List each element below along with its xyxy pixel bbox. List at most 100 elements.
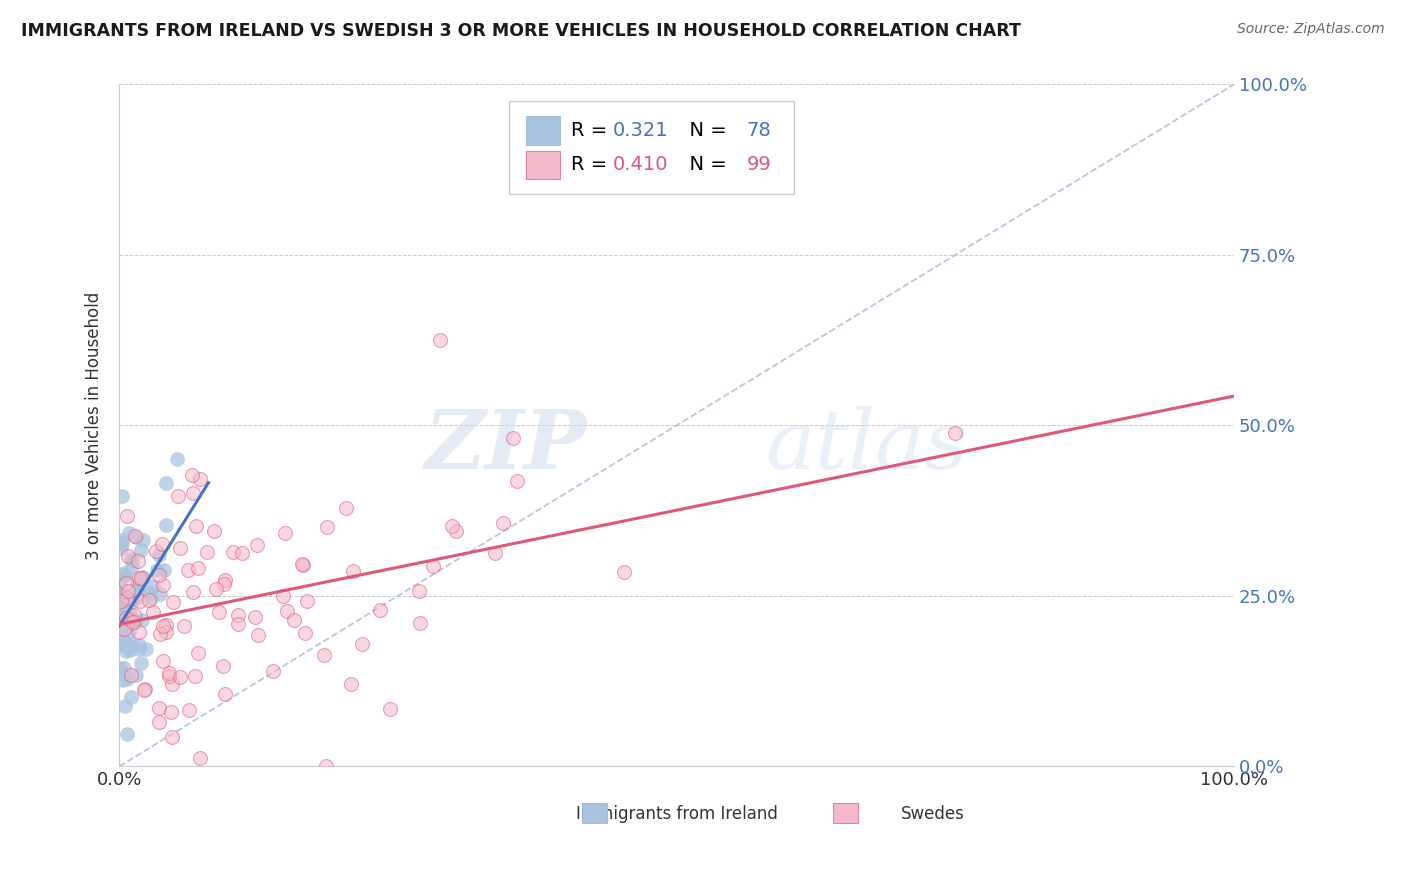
Point	[110, 593, 132, 607]
Point	[312, 648, 335, 662]
Point	[169, 541, 191, 555]
Point	[124, 614, 146, 628]
Point	[148, 701, 170, 715]
Point	[145, 543, 167, 558]
Point	[212, 658, 235, 673]
Point	[112, 661, 135, 675]
Point	[484, 546, 506, 560]
Point	[108, 632, 131, 647]
Point	[134, 681, 156, 696]
Text: N =: N =	[676, 155, 733, 175]
Point	[110, 622, 132, 636]
Point	[160, 677, 183, 691]
Point	[283, 613, 305, 627]
Text: R =: R =	[571, 121, 613, 140]
Point	[339, 677, 361, 691]
Point	[115, 727, 138, 741]
Point	[118, 639, 141, 653]
Point	[121, 559, 143, 574]
Point	[315, 520, 337, 534]
Point	[121, 554, 143, 568]
Point	[246, 628, 269, 642]
Point	[408, 584, 430, 599]
Point	[231, 546, 253, 560]
FancyBboxPatch shape	[526, 117, 560, 145]
Text: Source: ZipAtlas.com: Source: ZipAtlas.com	[1237, 22, 1385, 37]
Point	[114, 568, 136, 582]
Text: 0.410: 0.410	[613, 155, 668, 175]
Point	[121, 668, 143, 682]
Point	[422, 559, 444, 574]
Text: IMMIGRANTS FROM IRELAND VS SWEDISH 3 OR MORE VEHICLES IN HOUSEHOLD CORRELATION C: IMMIGRANTS FROM IRELAND VS SWEDISH 3 OR …	[21, 22, 1021, 40]
Point	[125, 668, 148, 682]
Point	[110, 541, 132, 555]
Point	[115, 509, 138, 524]
Point	[131, 542, 153, 557]
FancyBboxPatch shape	[509, 102, 793, 194]
Point	[112, 623, 135, 637]
Point	[125, 590, 148, 604]
Point	[111, 536, 134, 550]
Point	[112, 567, 135, 582]
Point	[208, 605, 231, 619]
Text: atlas: atlas	[766, 406, 969, 486]
Point	[112, 607, 135, 621]
Text: N =: N =	[676, 121, 733, 140]
Point	[152, 578, 174, 592]
Point	[169, 670, 191, 684]
Point	[112, 621, 135, 635]
Point	[187, 561, 209, 575]
Point	[188, 751, 211, 765]
Point	[150, 537, 173, 551]
Point	[155, 617, 177, 632]
Point	[155, 625, 177, 640]
Point	[128, 639, 150, 653]
Point	[155, 518, 177, 533]
Point	[152, 654, 174, 668]
Point	[111, 633, 134, 648]
Point	[943, 425, 966, 440]
Point	[124, 607, 146, 622]
Point	[132, 570, 155, 584]
Point	[110, 616, 132, 631]
Point	[177, 702, 200, 716]
Point	[152, 619, 174, 633]
FancyBboxPatch shape	[582, 803, 607, 823]
Point	[114, 643, 136, 657]
Point	[108, 608, 131, 623]
Point	[294, 626, 316, 640]
Point	[118, 625, 141, 640]
Point	[226, 616, 249, 631]
Point	[112, 673, 135, 688]
Point	[378, 702, 401, 716]
Point	[148, 549, 170, 563]
Point	[131, 613, 153, 627]
Point	[110, 581, 132, 595]
Point	[181, 585, 204, 599]
Point	[291, 557, 314, 571]
Text: Swedes: Swedes	[901, 805, 965, 823]
Point	[177, 563, 200, 577]
Point	[502, 431, 524, 445]
Point	[115, 576, 138, 591]
Point	[128, 642, 150, 657]
Point	[350, 637, 373, 651]
Point	[160, 730, 183, 744]
Point	[111, 533, 134, 548]
Point	[117, 589, 139, 603]
Point	[187, 647, 209, 661]
Point	[188, 472, 211, 486]
Point	[166, 489, 188, 503]
Point	[125, 529, 148, 543]
Point	[111, 637, 134, 651]
Point	[159, 705, 181, 719]
Point	[110, 624, 132, 638]
Point	[108, 605, 131, 619]
Point	[115, 591, 138, 605]
Point	[117, 612, 139, 626]
Point	[129, 657, 152, 671]
Point	[110, 605, 132, 619]
Point	[262, 664, 284, 678]
Point	[122, 615, 145, 630]
Point	[195, 544, 218, 558]
